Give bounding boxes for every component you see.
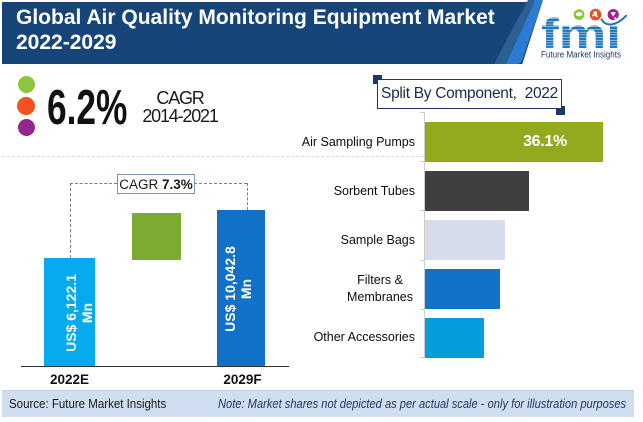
svg-text:Future Market Insights: Future Market Insights <box>541 50 621 61</box>
